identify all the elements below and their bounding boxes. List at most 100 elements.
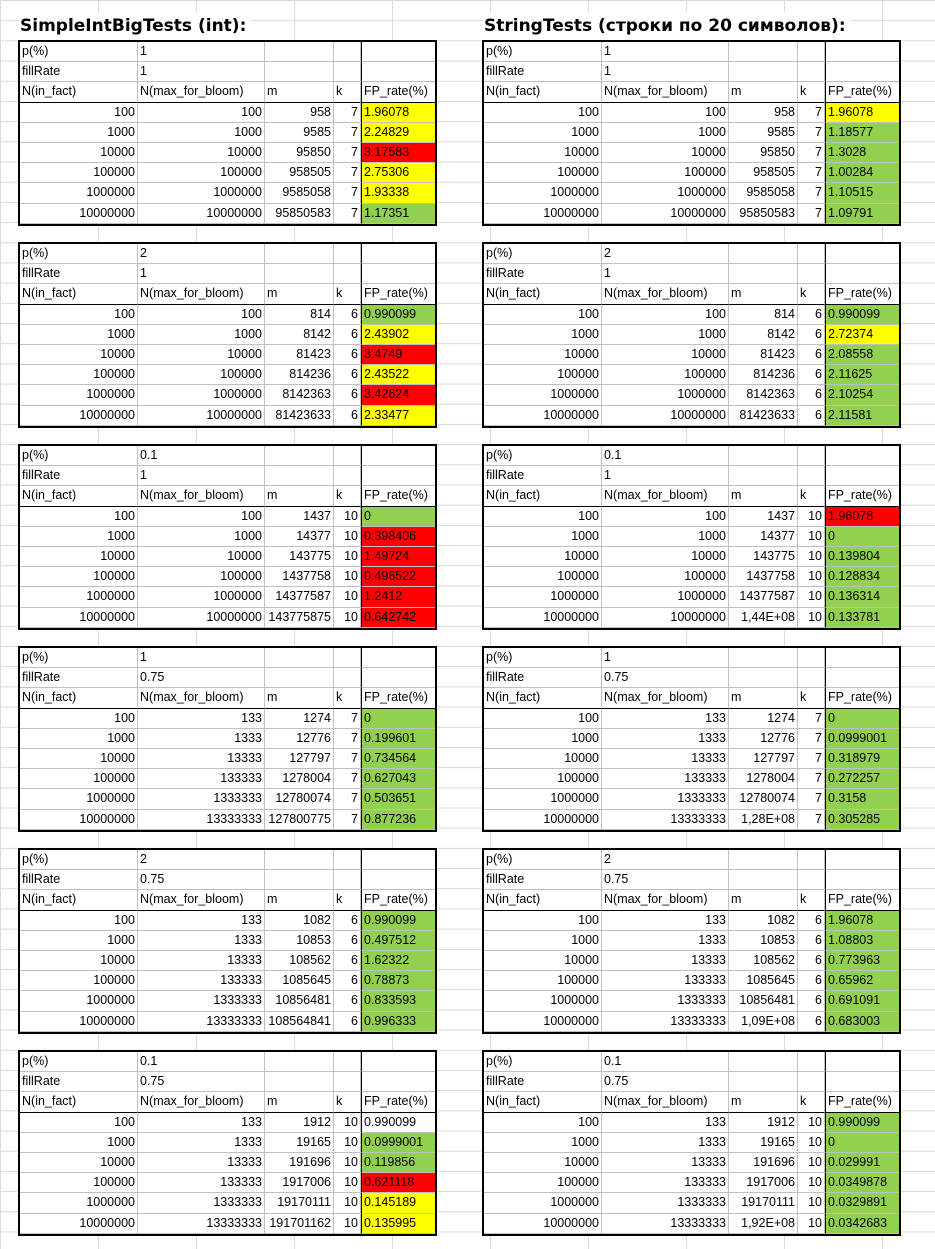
n-in-fact-cell[interactable]: 10000 xyxy=(20,546,138,568)
m-cell[interactable]: 12780074 xyxy=(265,789,334,810)
m-cell[interactable]: 143775 xyxy=(265,546,334,568)
n-max-for-bloom-cell[interactable]: 1000 xyxy=(602,122,729,143)
fillrate-label-cell[interactable]: fillRate xyxy=(484,466,602,487)
n-in-fact-cell[interactable]: 10000000 xyxy=(20,203,138,224)
n-in-fact-cell[interactable]: 10000 xyxy=(484,546,602,568)
k-cell[interactable]: 10 xyxy=(334,1213,361,1234)
k-cell[interactable]: 10 xyxy=(334,1112,361,1133)
column-header-k[interactable]: k xyxy=(798,284,825,305)
n-in-fact-cell[interactable]: 1000 xyxy=(484,930,602,951)
empty-cell[interactable] xyxy=(729,264,798,285)
k-cell[interactable]: 10 xyxy=(334,607,361,628)
empty-cell[interactable] xyxy=(265,466,334,487)
n-max-for-bloom-cell[interactable]: 1333333 xyxy=(602,991,729,1012)
column-header-fp-rate[interactable]: FP_rate(%) xyxy=(361,1092,435,1113)
fillrate-label-cell[interactable]: fillRate xyxy=(20,264,138,285)
k-cell[interactable]: 10 xyxy=(334,1132,361,1153)
n-max-for-bloom-cell[interactable]: 1000000 xyxy=(138,385,265,406)
m-cell[interactable]: 143775 xyxy=(729,546,798,568)
k-cell[interactable]: 6 xyxy=(334,324,361,345)
n-in-fact-cell[interactable]: 1000 xyxy=(20,1132,138,1153)
empty-cell[interactable] xyxy=(361,446,435,467)
m-cell[interactable]: 127800775 xyxy=(265,809,334,830)
k-cell[interactable]: 7 xyxy=(798,183,825,204)
column-header-k[interactable]: k xyxy=(334,1092,361,1113)
k-cell[interactable]: 7 xyxy=(798,142,825,164)
n-max-for-bloom-cell[interactable]: 10000000 xyxy=(602,203,729,224)
column-header-m[interactable]: m xyxy=(729,688,798,709)
empty-cell[interactable] xyxy=(361,648,435,669)
n-in-fact-cell[interactable]: 100 xyxy=(20,910,138,931)
fp-rate-cell[interactable]: 0 xyxy=(825,1132,899,1153)
k-cell[interactable]: 7 xyxy=(334,769,361,790)
fp-rate-cell[interactable]: 3.17583 xyxy=(361,142,435,164)
m-cell[interactable]: 81423 xyxy=(265,344,334,366)
fp-rate-cell[interactable]: 0.133781 xyxy=(825,607,899,628)
fp-rate-cell[interactable]: 2.72374 xyxy=(825,324,899,345)
fp-rate-cell[interactable]: 0 xyxy=(825,526,899,547)
n-in-fact-cell[interactable]: 1000000 xyxy=(484,991,602,1012)
m-cell[interactable]: 958 xyxy=(265,102,334,123)
fillrate-value-cell[interactable]: 1 xyxy=(138,466,265,487)
p-value-cell[interactable]: 2 xyxy=(602,850,729,871)
p-label-cell[interactable]: p(%) xyxy=(20,244,138,265)
fp-rate-cell[interactable]: 2.43522 xyxy=(361,365,435,386)
fp-rate-cell[interactable]: 1.96078 xyxy=(361,102,435,123)
n-in-fact-cell[interactable]: 100 xyxy=(20,304,138,325)
k-cell[interactable]: 7 xyxy=(334,183,361,204)
n-in-fact-cell[interactable]: 100000 xyxy=(484,971,602,992)
n-max-for-bloom-cell[interactable]: 1333 xyxy=(138,1132,265,1153)
fp-rate-cell[interactable]: 0.272257 xyxy=(825,769,899,790)
fp-rate-cell[interactable]: 0.773963 xyxy=(825,950,899,972)
k-cell[interactable]: 10 xyxy=(798,567,825,588)
fillrate-value-cell[interactable]: 0.75 xyxy=(138,668,265,689)
fp-rate-cell[interactable]: 0.990099 xyxy=(825,304,899,325)
k-cell[interactable]: 10 xyxy=(798,607,825,628)
fp-rate-cell[interactable]: 0.65962 xyxy=(825,971,899,992)
n-in-fact-cell[interactable]: 100 xyxy=(20,506,138,527)
n-max-for-bloom-cell[interactable]: 100 xyxy=(602,102,729,123)
empty-cell[interactable] xyxy=(334,264,361,285)
k-cell[interactable]: 6 xyxy=(798,1011,825,1032)
empty-cell[interactable] xyxy=(265,1072,334,1093)
n-max-for-bloom-cell[interactable]: 1000 xyxy=(138,122,265,143)
fp-rate-cell[interactable]: 1.10515 xyxy=(825,183,899,204)
n-max-for-bloom-cell[interactable]: 1333333 xyxy=(138,991,265,1012)
n-in-fact-cell[interactable]: 1000000 xyxy=(20,1193,138,1214)
column-header-m[interactable]: m xyxy=(265,1092,334,1113)
fp-rate-cell[interactable]: 0.136314 xyxy=(825,587,899,608)
column-header-k[interactable]: k xyxy=(334,890,361,911)
fp-rate-cell[interactable]: 1.62322 xyxy=(361,950,435,972)
n-in-fact-cell[interactable]: 10000000 xyxy=(20,405,138,426)
column-header-fp-rate[interactable]: FP_rate(%) xyxy=(825,890,899,911)
n-in-fact-cell[interactable]: 10000 xyxy=(20,950,138,972)
fp-rate-cell[interactable]: 1.18577 xyxy=(825,122,899,143)
column-header-n-in-fact[interactable]: N(in_fact) xyxy=(20,890,138,911)
n-in-fact-cell[interactable]: 10000 xyxy=(484,142,602,164)
m-cell[interactable]: 8142 xyxy=(265,324,334,345)
column-header-fp-rate[interactable]: FP_rate(%) xyxy=(361,82,435,103)
m-cell[interactable]: 14377587 xyxy=(729,587,798,608)
p-value-cell[interactable]: 2 xyxy=(138,850,265,871)
fp-rate-cell[interactable]: 0.139804 xyxy=(825,546,899,568)
n-max-for-bloom-cell[interactable]: 100 xyxy=(138,506,265,527)
p-label-cell[interactable]: p(%) xyxy=(484,850,602,871)
column-header-n-max-for-bloom[interactable]: N(max_for_bloom) xyxy=(138,890,265,911)
n-in-fact-cell[interactable]: 10000 xyxy=(20,748,138,770)
n-max-for-bloom-cell[interactable]: 133 xyxy=(602,708,729,729)
empty-cell[interactable] xyxy=(361,1052,435,1073)
n-in-fact-cell[interactable]: 1000000 xyxy=(484,1193,602,1214)
empty-cell[interactable] xyxy=(729,870,798,891)
column-header-k[interactable]: k xyxy=(798,486,825,507)
empty-cell[interactable] xyxy=(798,42,825,63)
n-in-fact-cell[interactable]: 1000 xyxy=(20,324,138,345)
m-cell[interactable]: 12776 xyxy=(265,728,334,749)
empty-cell[interactable] xyxy=(334,1072,361,1093)
n-max-for-bloom-cell[interactable]: 10000 xyxy=(138,344,265,366)
k-cell[interactable]: 7 xyxy=(798,728,825,749)
n-max-for-bloom-cell[interactable]: 100000 xyxy=(138,567,265,588)
fp-rate-cell[interactable]: 0.833593 xyxy=(361,991,435,1012)
column-header-n-in-fact[interactable]: N(in_fact) xyxy=(484,688,602,709)
n-max-for-bloom-cell[interactable]: 133 xyxy=(138,708,265,729)
m-cell[interactable]: 1437 xyxy=(729,506,798,527)
